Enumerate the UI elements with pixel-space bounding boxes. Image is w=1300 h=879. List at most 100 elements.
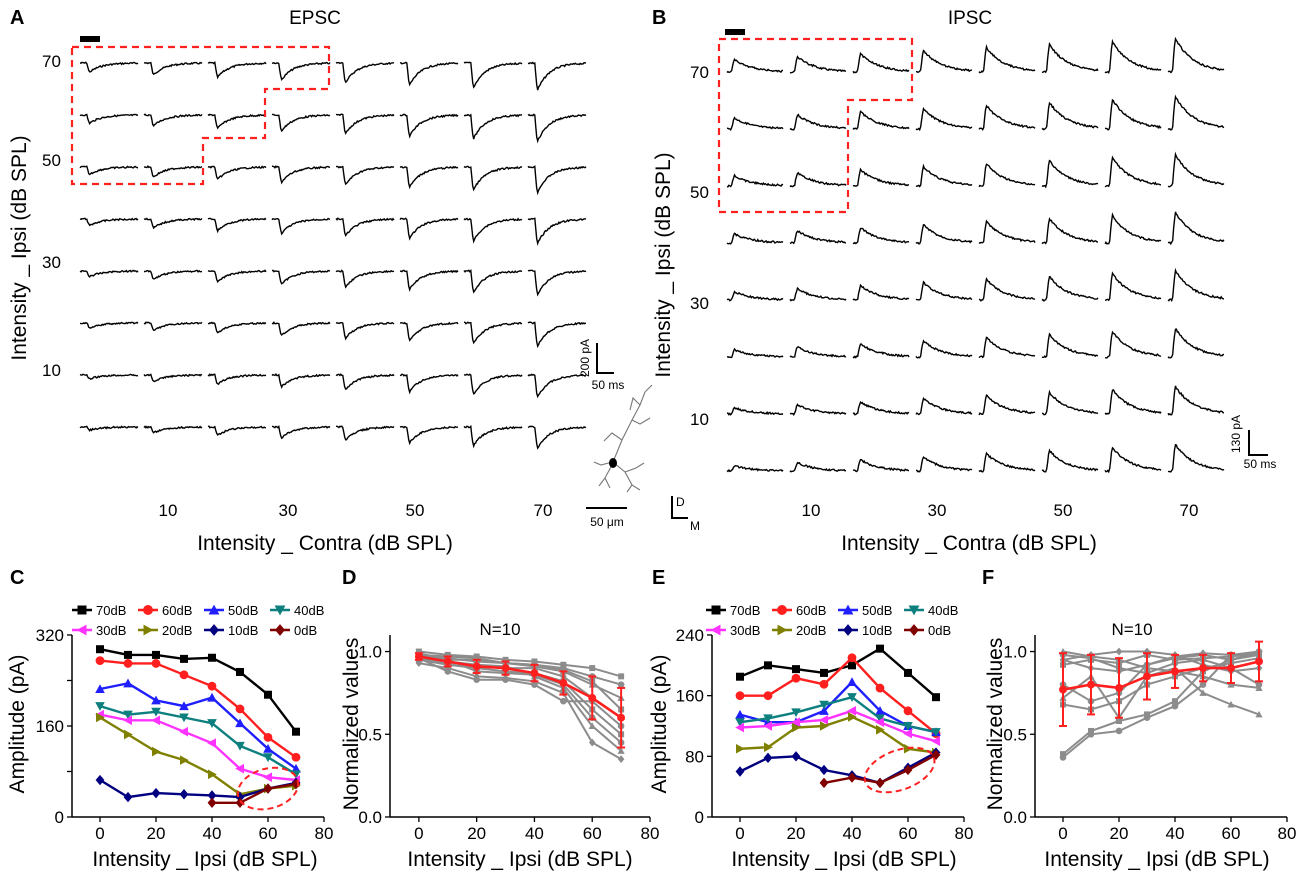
panel-f-xtick-label: 80 — [1278, 824, 1297, 843]
panel-e-point-40dB — [875, 714, 885, 724]
panel-e-xtick-label: 0 — [735, 824, 744, 843]
panel-d-cell-point — [531, 681, 538, 688]
trace-r4-c6 — [1041, 217, 1099, 245]
panel-c-point-60dB — [123, 659, 133, 668]
panel-c-xtick-label: 20 — [147, 824, 166, 843]
panel-e-line-10dB — [739, 751, 937, 785]
panel-c-point-70dB — [264, 690, 272, 699]
panel-d-cell-line-9 — [418, 653, 622, 711]
trace-r5-c1 — [79, 269, 139, 278]
trace-r5-c7 — [463, 268, 523, 294]
panel-e-legend: 70dB 60dB 50dB 40dB 30dB 20dB 10dB 0dB — [706, 603, 958, 638]
trace-r4-c8 — [1167, 211, 1225, 246]
panel-d-cell-point — [560, 661, 567, 668]
panel-e-line-30dB — [739, 709, 937, 743]
panel-e-xtick-label: 20 — [787, 824, 806, 843]
panel-f-xtick-label: 40 — [1166, 824, 1185, 843]
panel-e-point-0dB — [903, 764, 913, 776]
panel-d-xtick-label: 0 — [414, 824, 423, 843]
stimulus-bar-b — [725, 29, 745, 35]
trace-r1-c2 — [143, 61, 203, 76]
trace-r1-c7 — [1104, 38, 1162, 75]
panel-c-point-50dB — [263, 743, 273, 753]
trace-r7-c5 — [978, 394, 1036, 416]
panel-c-point-30dB — [263, 772, 272, 782]
panel-c-point-30dB — [123, 715, 132, 726]
panel-d-cell-point — [531, 658, 538, 665]
panel-e-legend-marker — [843, 624, 853, 636]
panel-e-legend-label: 60dB — [796, 603, 826, 618]
panel-c-point-50dB — [235, 718, 245, 728]
panel-e-xlabel: Intensity _ Ipsi (dB SPL) — [731, 848, 956, 871]
trace-r3-c3 — [207, 165, 267, 180]
trace-r7-c2 — [789, 403, 847, 416]
panel-c-point-30dB — [207, 738, 216, 748]
trace-r7-c7 — [463, 373, 523, 395]
panel-c-point-20dB — [124, 729, 133, 740]
trace-r8-c2 — [143, 425, 203, 434]
panel-e-point-60dB — [875, 683, 885, 693]
orientation-medial: M — [690, 519, 700, 533]
panel-b-title: IPSC — [948, 8, 992, 29]
trace-r2-c8 — [527, 113, 587, 144]
trace-r3-c2 — [789, 171, 847, 188]
panel-c-point-70dB — [180, 654, 188, 663]
panel-f-cell-point — [1172, 698, 1178, 705]
panel-f-mean-point — [1059, 685, 1067, 694]
trace-r8-c3 — [207, 425, 266, 436]
panel-e-point-30dB — [903, 728, 912, 739]
panel-c-line-30dB — [99, 713, 297, 782]
trace-r7-c8 — [527, 373, 587, 399]
trace-r3-c1 — [726, 173, 784, 188]
panel-b-dashed-region — [717, 37, 914, 214]
scalebar-b-time: 50 ms — [1244, 457, 1277, 471]
panel-d-cell-point — [618, 673, 625, 680]
trace-r3-c5 — [336, 165, 395, 186]
trace-r5-c7 — [1104, 271, 1162, 302]
panel-c-point-40dB — [207, 719, 217, 728]
panel-c-line-50dB — [99, 682, 297, 770]
trace-r5-c2 — [789, 286, 847, 302]
panel-e-point-10dB — [763, 752, 773, 764]
panel-d-mean-line — [418, 655, 622, 719]
panel-b-xtick-70: 70 — [1180, 501, 1199, 520]
panel-c-point-60dB — [235, 704, 245, 714]
panel-c-point-70dB — [96, 645, 104, 654]
trace-r8-c2 — [789, 461, 847, 473]
panel-c-point-50dB — [95, 684, 105, 694]
trace-r1-c5 — [978, 43, 1036, 74]
panel-d-cell-point — [415, 659, 423, 668]
panel-c-point-40dB — [123, 710, 133, 720]
panel-e-legend-label: 0dB — [928, 623, 951, 638]
panel-f-cell-point — [1199, 681, 1207, 688]
panel-d-ytick-label: 1.0 — [358, 643, 382, 662]
panel-d-cell-point — [617, 681, 625, 688]
panel-b-traces — [726, 36, 1225, 474]
trace-r2-c3 — [852, 110, 910, 131]
panel-d-mean-point — [472, 662, 481, 671]
trace-r2-c5 — [336, 113, 395, 136]
trace-r2-c2 — [789, 113, 847, 131]
panel-e-dashed-ellipse — [863, 746, 936, 794]
panel-d-mean-point — [588, 693, 597, 702]
panel-e-point-20dB — [764, 742, 773, 753]
panel-f-xtick-label: 0 — [1058, 824, 1067, 843]
panel-f-ytick-label: 1.0 — [1003, 643, 1027, 662]
trace-r2-c3 — [207, 113, 267, 130]
panel-e-point-30dB — [847, 706, 856, 716]
trace-r6-c5 — [978, 336, 1036, 359]
panel-c-point-40dB — [263, 753, 273, 763]
panel-e-legend-label: 50dB — [862, 603, 892, 618]
trace-r8-c4 — [915, 456, 973, 473]
panel-f-cell-point — [1227, 681, 1235, 688]
trace-r8-c6 — [1041, 448, 1099, 473]
trace-r4-c8 — [527, 217, 587, 246]
panel-e-point-30dB — [763, 721, 772, 731]
panel-c-point-30dB — [151, 715, 160, 726]
panel-f-cell-line-10 — [1062, 653, 1260, 686]
trace-r7-c3 — [852, 400, 910, 416]
panel-d-cell-point — [473, 655, 480, 662]
panel-e-point-40dB — [763, 714, 773, 724]
trace-r7-c2 — [143, 373, 203, 383]
panel-c-line-70dB — [99, 648, 297, 733]
